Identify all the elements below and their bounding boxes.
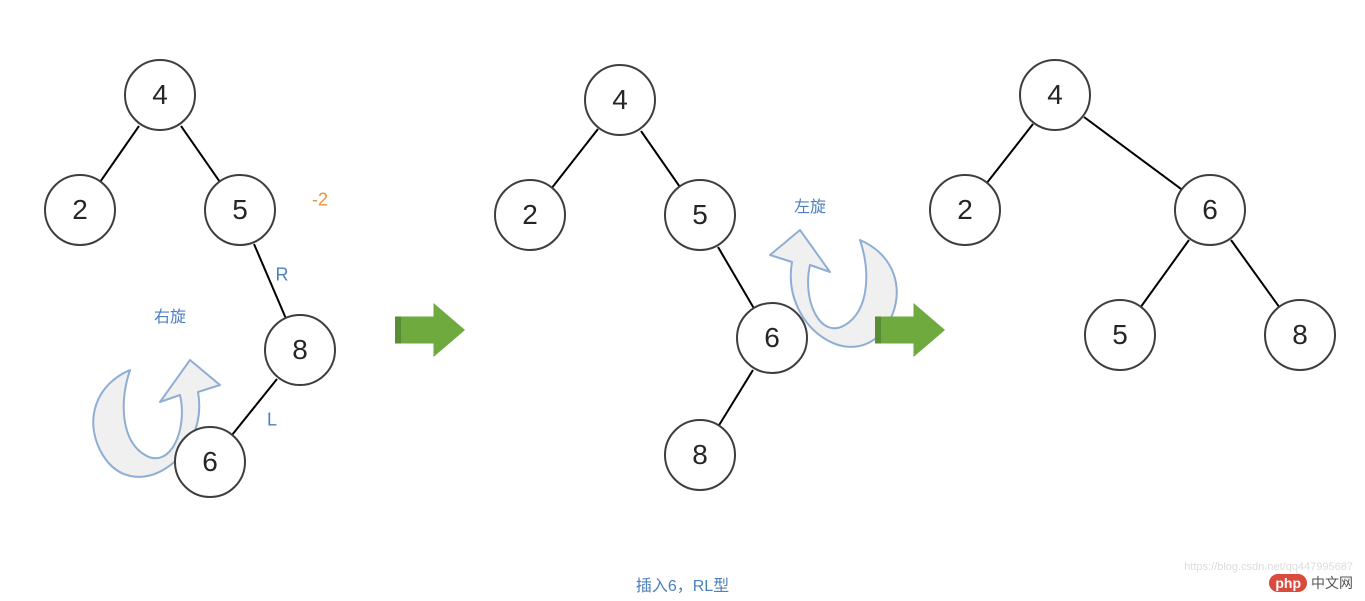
tree-node: 5: [1084, 299, 1156, 371]
node-value: 8: [1292, 319, 1308, 351]
annotation-label-edge_L: L: [267, 410, 277, 431]
tree-node: 2: [494, 179, 566, 251]
node-value: 2: [522, 199, 538, 231]
watermark-url: https://blog.csdn.net/qq447995687: [1184, 561, 1353, 573]
tree-node: 6: [174, 426, 246, 498]
node-value: 2: [72, 194, 88, 226]
node-value: 8: [692, 439, 708, 471]
tree-edge: [100, 125, 141, 182]
tree-node: 6: [1174, 174, 1246, 246]
tree-node: 6: [736, 302, 808, 374]
tree-edge: [1083, 117, 1181, 191]
tree-edge: [986, 124, 1033, 184]
node-value: 6: [202, 446, 218, 478]
tree-node: 5: [204, 174, 276, 246]
annotation-label-rotate_right: 右旋: [154, 303, 186, 327]
node-value: 6: [764, 322, 780, 354]
tree-edge: [640, 130, 681, 187]
tree-node: 2: [44, 174, 116, 246]
tree-node: 8: [1264, 299, 1336, 371]
transition-arrow: [875, 303, 945, 362]
annotation-label-rotate_left: 左旋: [794, 193, 826, 217]
node-value: 4: [152, 79, 168, 111]
node-value: 5: [692, 199, 708, 231]
tree-node: 8: [264, 314, 336, 386]
watermark: php中文网: [1269, 573, 1353, 593]
tree-node: 4: [584, 64, 656, 136]
tree-node: 4: [124, 59, 196, 131]
tree-edge: [1230, 240, 1280, 308]
annotation-label-edge_R: R: [276, 265, 289, 286]
tree-node: 2: [929, 174, 1001, 246]
node-value: 2: [957, 194, 973, 226]
node-value: 5: [232, 194, 248, 226]
watermark-text: 中文网: [1311, 573, 1353, 593]
tree-edge: [1140, 240, 1190, 308]
node-value: 8: [292, 334, 308, 366]
tree-edge: [551, 129, 598, 189]
node-value: 4: [612, 84, 628, 116]
watermark-pill: php: [1269, 574, 1307, 592]
tree-node: 4: [1019, 59, 1091, 131]
node-value: 5: [1112, 319, 1128, 351]
diagram-canvas: 4 2 5 8 6 4 2 5 6 8 4 2 6 5 8 -2 R L 右旋 左旋插入6，RL型 https://bl…: [0, 0, 1365, 601]
tree-node: 8: [664, 419, 736, 491]
tree-node: 5: [664, 179, 736, 251]
node-value: 6: [1202, 194, 1218, 226]
tree-edge: [180, 125, 221, 182]
diagram-caption: 插入6，RL型: [636, 572, 729, 596]
transition-arrow: [395, 303, 465, 362]
annotation-label-balance_factor: -2: [312, 190, 328, 211]
node-value: 4: [1047, 79, 1063, 111]
